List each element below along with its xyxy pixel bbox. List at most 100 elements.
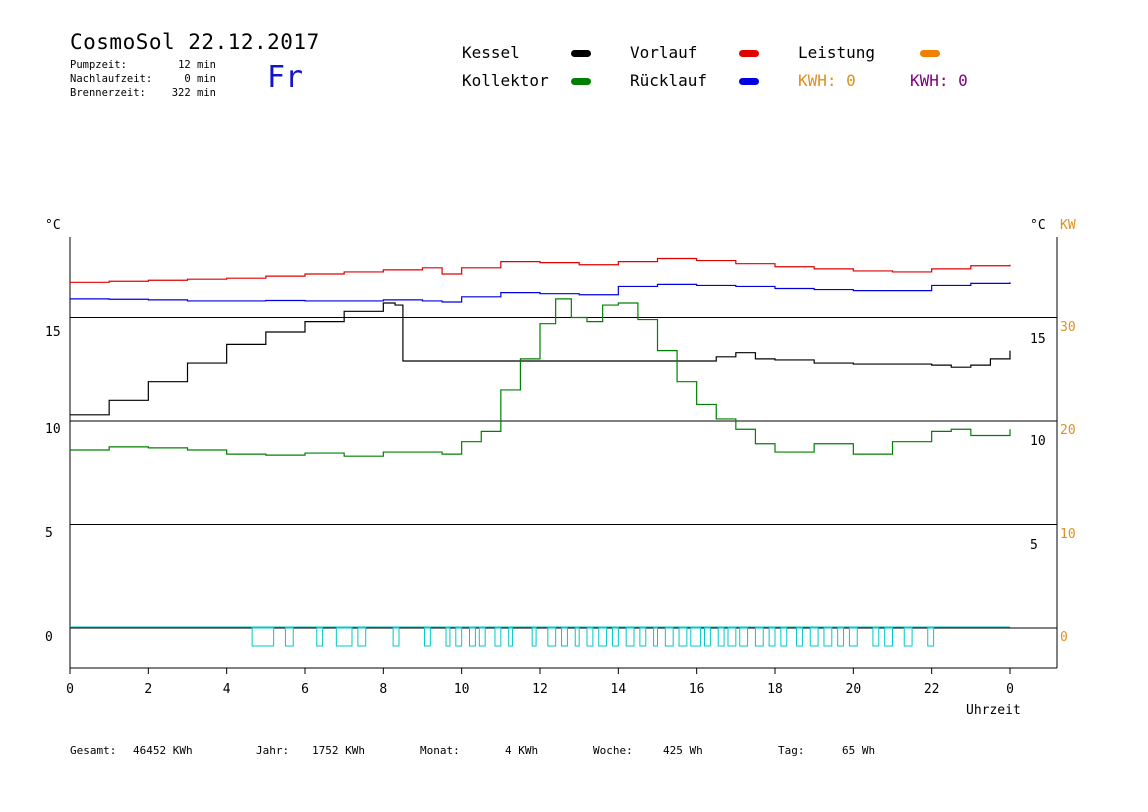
pumpzeit-value: 12 min: [178, 59, 216, 71]
x-tick-label: 8: [379, 682, 387, 697]
right-tick-10: 10: [1030, 434, 1046, 449]
right-axis-kw-unit: KW: [1060, 218, 1076, 233]
pump-pulse: [478, 627, 486, 647]
pump-pulse: [837, 627, 845, 647]
legend-ruecklauf-swatch: [739, 78, 759, 85]
pump-pulse: [639, 627, 647, 647]
pump-pulse: [547, 627, 557, 647]
footer-jahr-value: 1752 KWh: [312, 744, 365, 757]
pump-pulse: [678, 627, 688, 647]
x-tick-label: 0: [1006, 682, 1014, 697]
pump-pulse: [717, 627, 725, 647]
pump-pulse: [754, 627, 764, 647]
pump-pulse: [586, 627, 594, 647]
x-tick-label: 14: [611, 682, 627, 697]
pump-pulse: [445, 627, 451, 647]
footer-jahr-label: Jahr:: [256, 744, 290, 757]
pump-pulse: [823, 627, 833, 647]
series-line-rcklauf: [70, 282, 1011, 303]
pump-pulse: [625, 627, 635, 647]
pump-pulse: [455, 627, 463, 647]
footer-gesamt-value: 46452 KWh: [133, 744, 193, 757]
series-line-kessel: [70, 302, 1011, 416]
nachlaufzeit-row: Nachlaufzeit: 0 min: [70, 72, 216, 86]
pump-pulse: [739, 627, 749, 647]
right-axis-unit: °C: [1030, 218, 1046, 233]
left-tick-10: 10: [45, 422, 61, 437]
footer-woche-label: Woche:: [593, 744, 633, 757]
nachlaufzeit-value: 0 min: [184, 73, 216, 85]
x-tick-label: 0: [66, 682, 74, 697]
left-axis-unit: °C: [45, 218, 61, 233]
footer-tag-value: 65 Wh: [842, 744, 876, 757]
x-tick-label: 20: [846, 682, 862, 697]
pump-pulse: [423, 627, 431, 647]
pump-pulse: [780, 627, 788, 647]
pump-pulse: [494, 627, 502, 647]
series-line-vorlauf: [70, 257, 1011, 283]
legend-kwh-orange: KWH: 0: [798, 71, 856, 90]
pump-pulse: [316, 627, 324, 647]
legend-kessel-label: Kessel: [462, 43, 520, 62]
pumpzeit-row: Pumpzeit: 12 min: [70, 58, 216, 72]
x-tick-label: 6: [301, 682, 309, 697]
x-tick-label: 22: [924, 682, 940, 697]
left-tick-15: 15: [45, 325, 61, 340]
x-tick-label: 16: [689, 682, 705, 697]
footer-monat-label: Monat:: [420, 744, 460, 757]
legend-leistung-label: Leistung: [798, 43, 876, 62]
right-tick-5: 5: [1030, 538, 1038, 553]
legend-ruecklauf-label: Rücklauf: [630, 71, 708, 90]
pump-pulse: [508, 627, 514, 647]
weekday-label: Fr: [267, 60, 304, 95]
brennerzeit-value: 322 min: [171, 87, 216, 99]
pump-pulse: [531, 627, 537, 647]
pump-pulse: [809, 627, 819, 647]
pump-pulse: [392, 627, 400, 647]
left-tick-0: 0: [45, 630, 53, 645]
footer-monat-value: 4 KWh: [505, 744, 539, 757]
pump-pulse: [768, 627, 776, 647]
pump-pulse: [284, 627, 294, 647]
pump-pulse: [927, 627, 935, 647]
runtime-stats: Pumpzeit: 12 min Nachlaufzeit: 0 min Bre…: [70, 58, 216, 100]
pump-pulse: [903, 627, 913, 647]
legend-kwh-purple: KWH: 0: [910, 71, 968, 90]
pump-pulse: [653, 627, 658, 647]
left-tick-5: 5: [45, 526, 53, 541]
footer-woche-value: 425 Wh: [663, 744, 703, 757]
pump-pulse: [574, 627, 580, 647]
legend-kollektor-label: Kollektor: [462, 71, 549, 90]
x-tick-label: 10: [454, 682, 470, 697]
legend-kessel-swatch: [571, 50, 591, 57]
pump-pulse: [469, 627, 476, 647]
pump-pulse: [664, 627, 674, 647]
brennerzeit-row: Brennerzeit: 322 min: [70, 86, 216, 100]
legend-vorlauf-swatch: [739, 50, 759, 57]
pump-pulse: [848, 627, 858, 647]
pump-pulse: [598, 627, 608, 647]
pump-pulse: [872, 627, 880, 647]
x-tick-label: 2: [144, 682, 152, 697]
footer-tag-label: Tag:: [778, 744, 805, 757]
pump-pulse: [357, 627, 367, 647]
kw-tick-0: 0: [1060, 630, 1068, 645]
pump-pulse: [704, 627, 711, 647]
pump-pulse: [884, 627, 894, 647]
brennerzeit-label: Brennerzeit:: [70, 87, 146, 99]
x-axis-label: Uhrzeit: [966, 703, 1021, 718]
series-line-kollektor: [70, 298, 1011, 457]
pumpzeit-label: Pumpzeit:: [70, 59, 127, 71]
kw-tick-10: 10: [1060, 527, 1076, 542]
pump-pulse: [561, 627, 568, 647]
pump-pulse: [335, 627, 353, 647]
legend-kollektor-swatch: [571, 78, 591, 85]
chart-title: CosmoSol 22.12.2017: [70, 30, 320, 54]
x-tick-label: 18: [767, 682, 783, 697]
pump-pulse: [690, 627, 702, 647]
pump-pulse: [796, 627, 803, 647]
right-tick-15: 15: [1030, 332, 1046, 347]
legend-vorlauf-label: Vorlauf: [630, 43, 698, 62]
kw-tick-20: 20: [1060, 423, 1076, 438]
